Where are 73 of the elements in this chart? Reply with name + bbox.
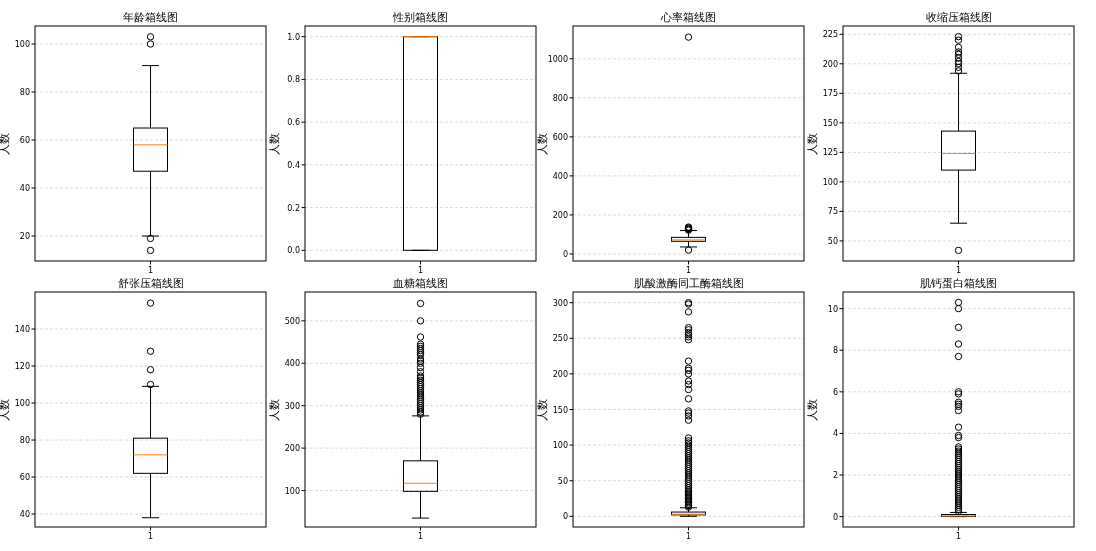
x-tick-label: 1 [417,532,424,541]
x-tick-label: 1 [955,266,962,275]
chart-title: 性别箱线图 [392,11,448,23]
y-axis-title: 人数 [0,132,10,155]
y-tick-label: 1.0 [287,32,300,42]
y-tick-label: 600 [552,132,568,142]
y-tick-label: 100 [284,486,300,496]
y-tick-label: 80 [19,436,30,446]
x-tick-label: 1 [147,266,154,275]
y-tick-label: 125 [822,148,838,158]
y-tick-label: 225 [822,30,838,40]
y-tick-label: 200 [284,444,300,454]
y-tick-label: 8 [832,346,838,356]
y-tick-label: 200 [552,369,568,379]
y-tick-label: 120 [14,362,30,372]
chart-title: 肌钙蛋白箱线图 [920,277,997,289]
y-tick-label: 0 [562,249,568,259]
y-axis-title: 人数 [268,132,280,155]
chart-title: 肌酸激酶同工酶箱线图 [633,277,744,289]
y-tick-label: 0.8 [287,75,300,85]
x-tick-label: 1 [685,266,692,275]
y-axis-title: 人数 [0,398,10,421]
y-tick-label: 175 [822,89,838,99]
chart-title: 收缩压箱线图 [925,11,992,23]
y-tick-label: 75 [827,207,838,217]
x-tick-label: 1 [685,532,692,541]
y-tick-label: 0.4 [287,160,300,170]
y-tick-label: 20 [19,232,30,242]
y-tick-label: 4 [832,429,838,439]
y-tick-label: 1000 [547,54,568,64]
x-tick-label: 1 [417,266,424,275]
y-tick-label: 500 [284,316,300,326]
y-axis-title: 人数 [806,132,818,155]
y-tick-label: 150 [822,118,838,128]
chart-title: 血糖箱线图 [393,277,448,289]
y-tick-label: 6 [832,387,838,397]
x-tick-label: 1 [955,532,962,541]
y-tick-label: 300 [552,298,568,308]
y-tick-label: 250 [552,334,568,344]
y-tick-label: 10 [827,304,838,314]
y-axis-title: 人数 [536,398,548,421]
y-tick-label: 2 [832,471,838,481]
y-tick-label: 60 [19,136,30,146]
y-tick-label: 0.6 [287,118,300,128]
y-tick-label: 400 [284,359,300,369]
y-tick-label: 60 [19,473,30,483]
y-tick-label: 0 [832,512,838,522]
y-tick-label: 50 [557,476,568,486]
y-tick-label: 0 [562,512,568,522]
chart-title: 心率箱线图 [660,11,716,23]
y-tick-label: 50 [827,236,838,246]
y-tick-label: 100 [552,441,568,451]
y-tick-label: 140 [14,325,30,335]
y-axis-title: 人数 [806,398,818,421]
y-tick-label: 100 [14,40,30,49]
y-tick-label: 300 [284,401,300,411]
y-tick-label: 40 [19,184,30,194]
chart-title: 舒张压箱线图 [117,277,184,289]
chart-title: 年龄箱线图 [123,11,178,23]
y-tick-label: 800 [552,93,568,103]
y-tick-label: 200 [552,210,568,220]
x-tick-label: 1 [147,532,154,541]
y-axis-title: 人数 [268,398,280,421]
y-tick-label: 80 [19,88,30,98]
y-axis-title: 人数 [536,132,548,155]
y-tick-label: 400 [552,171,568,181]
y-tick-label: 40 [19,510,30,520]
y-tick-label: 100 [822,177,838,187]
y-tick-label: 200 [822,59,838,69]
y-tick-label: 100 [14,399,30,409]
y-tick-label: 0.0 [287,246,300,256]
y-tick-label: 150 [552,405,568,415]
y-tick-label: 0.2 [287,203,300,213]
